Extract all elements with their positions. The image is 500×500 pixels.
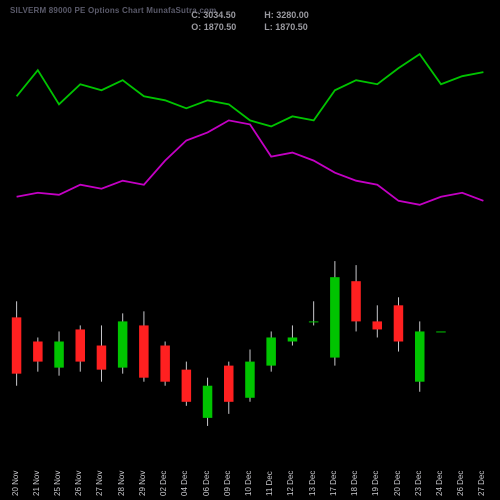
x-axis-label: 10 Dec (244, 471, 253, 496)
x-axis: 20 Nov 21 Nov 25 Nov 26 Nov 27 Nov 28 Nov 29 N… (6, 442, 494, 500)
open-label: O: (191, 22, 201, 32)
x-axis-label: 20 Nov (11, 471, 20, 496)
chart-title: SILVERM 89000 PE Options Chart MunafaSut… (10, 6, 216, 15)
options-chart-root: SILVERM 89000 PE Options Chart MunafaSut… (0, 0, 500, 500)
x-axis-label: 11 Dec (265, 471, 274, 496)
open-value: 1870.50 (204, 22, 237, 32)
x-axis-label: 19 Dec (371, 471, 380, 496)
close-readout: C: 3034.50 (191, 10, 236, 20)
candle-body (224, 366, 234, 402)
candle-body (245, 362, 255, 398)
low-label: L: (264, 22, 273, 32)
x-axis-label: 06 Dec (202, 471, 211, 496)
candle-body (76, 329, 86, 361)
candle-body (330, 277, 340, 357)
x-axis-label: 09 Dec (223, 471, 232, 496)
x-axis-label: 27 Dec (477, 471, 486, 496)
candle-body (415, 331, 425, 381)
x-axis-label: 18 Dec (350, 471, 359, 496)
candle-body (33, 342, 43, 362)
close-label: C: (191, 10, 201, 20)
indicator-lines-panel (6, 40, 494, 241)
candle-body (12, 317, 21, 373)
candle-body (309, 321, 319, 322)
high-value: 3280.00 (276, 10, 309, 20)
x-axis-label: 21 Nov (32, 471, 41, 496)
candle-body (394, 305, 404, 341)
x-axis-label: 04 Dec (180, 471, 189, 496)
line-green-line (17, 54, 484, 126)
candle-body (160, 346, 170, 382)
x-axis-label: 29 Nov (138, 471, 147, 496)
line-magenta-line (17, 120, 484, 204)
high-label: H: (264, 10, 274, 20)
ohlc-readout: C: 3034.50 O: 1870.50 H: 3280.00 L: 1870… (191, 10, 309, 32)
candle-body (373, 321, 383, 329)
ohlc-col-right: H: 3280.00 L: 1870.50 (264, 10, 309, 32)
high-readout: H: 3280.00 (264, 10, 309, 20)
x-axis-label: 13 Dec (308, 471, 317, 496)
candle-body (351, 281, 361, 321)
low-value: 1870.50 (275, 22, 308, 32)
candle-body (266, 337, 276, 365)
x-axis-label: 26 Nov (74, 471, 83, 496)
x-axis-label: 23 Dec (414, 471, 423, 496)
low-readout: L: 1870.50 (264, 22, 309, 32)
candle-body (288, 337, 298, 341)
candle-body (118, 321, 128, 367)
candle-body (182, 370, 192, 402)
x-axis-label: 12 Dec (286, 471, 295, 496)
candle-body (97, 346, 107, 370)
open-readout: O: 1870.50 (191, 22, 236, 32)
candle-body (436, 331, 446, 332)
plot-area (6, 40, 494, 442)
close-value: 3034.50 (203, 10, 236, 20)
x-axis-label: 02 Dec (159, 471, 168, 496)
ohlc-col-left: C: 3034.50 O: 1870.50 (191, 10, 236, 32)
candle-body (203, 386, 213, 418)
x-axis-label: 24 Dec (435, 471, 444, 496)
x-axis-label: 17 Dec (329, 471, 338, 496)
candle-body (139, 325, 149, 377)
candle-body (54, 342, 64, 368)
candle-svg (6, 241, 494, 442)
x-axis-label: 26 Dec (456, 471, 465, 496)
x-axis-label: 28 Nov (117, 471, 126, 496)
x-axis-label: 25 Nov (53, 471, 62, 496)
x-axis-label: 27 Nov (95, 471, 104, 496)
candlestick-panel (6, 241, 494, 442)
x-axis-label: 20 Dec (393, 471, 402, 496)
lines-svg (6, 40, 494, 241)
